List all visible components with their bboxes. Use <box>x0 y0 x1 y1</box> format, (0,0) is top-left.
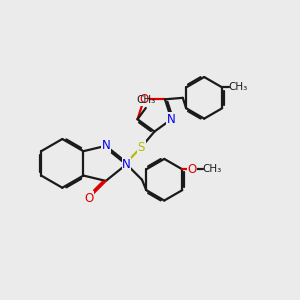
Text: CH₃: CH₃ <box>202 164 222 174</box>
Text: O: O <box>140 93 148 106</box>
Text: N: N <box>122 158 131 171</box>
Text: N: N <box>167 113 176 126</box>
Text: S: S <box>138 140 145 154</box>
Text: N: N <box>101 139 110 152</box>
Text: O: O <box>187 163 196 176</box>
Text: CH₃: CH₃ <box>228 82 247 92</box>
Text: O: O <box>84 192 93 205</box>
Text: CH₃: CH₃ <box>136 94 156 105</box>
